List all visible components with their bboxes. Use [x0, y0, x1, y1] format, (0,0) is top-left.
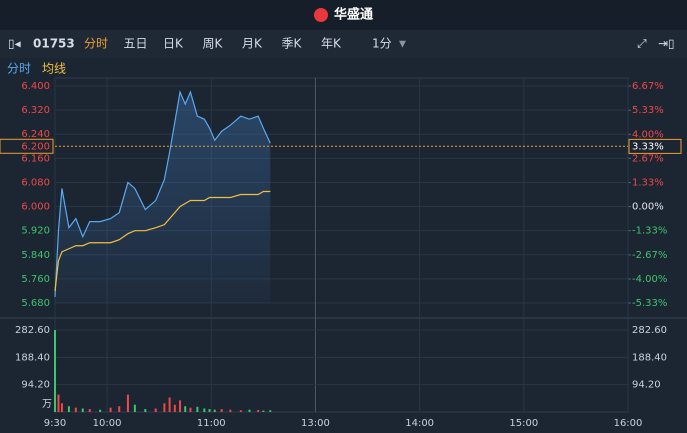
volume-bar — [203, 408, 206, 412]
volume-bar — [229, 409, 232, 412]
y-tick-label: 6.080 — [21, 177, 50, 188]
y-tick-label: 6.400 — [21, 81, 50, 92]
volume-tick-label: 94.20 — [632, 380, 661, 391]
volume-bar — [154, 408, 157, 412]
y2-tick-label: 5.33% — [632, 105, 664, 116]
last-pct-box — [628, 138, 682, 154]
volume-bar — [208, 409, 211, 412]
period-tab[interactable]: 日K — [163, 37, 184, 51]
fullscreen-icon[interactable]: ⤢ — [636, 37, 647, 51]
volume-bar — [57, 394, 60, 412]
volume-bar — [184, 406, 187, 412]
last-pct-label: 3.33% — [632, 141, 664, 152]
volume-bar — [239, 410, 242, 412]
volume-bar — [74, 407, 77, 412]
y2-tick-label: 0.00% — [632, 202, 664, 213]
volume-bar — [220, 409, 223, 412]
volume-bar — [248, 409, 251, 412]
volume-bar — [262, 410, 265, 412]
volume-bar — [196, 406, 199, 412]
volume-bar — [257, 409, 260, 412]
volume-tick-label: 282.60 — [632, 325, 667, 336]
period-tab[interactable]: 季K — [282, 37, 303, 51]
average-line — [54, 190, 271, 292]
volume-bar — [54, 330, 56, 412]
period-tab[interactable]: 分时 — [84, 37, 108, 51]
volume-unit: 万 — [42, 399, 52, 410]
dropdown-arrow[interactable]: ▼ — [399, 40, 406, 50]
y2-tick-label: 1.33% — [632, 178, 664, 189]
y-tick-label: 5.760 — [21, 274, 50, 285]
x-tick-label: 13:00 — [301, 418, 330, 429]
x-tick-label: 14:00 — [405, 418, 434, 429]
logo-text: 华盛通 — [334, 7, 373, 23]
y-tick-label: 5.840 — [21, 250, 50, 261]
y2-tick-label: -1.33% — [632, 226, 667, 237]
volume-bar — [88, 409, 91, 412]
last-price-box — [0, 138, 54, 154]
logo-icon — [314, 8, 328, 22]
y2-tick-label: 4.00% — [632, 129, 664, 140]
volume-bar — [67, 406, 70, 412]
volume-bar — [179, 400, 182, 412]
y-tick-label: 6.240 — [21, 129, 50, 140]
volume-bar — [189, 407, 192, 412]
x-tick-label: 10:00 — [93, 418, 122, 429]
last-price-label: 6.200 — [21, 141, 50, 152]
volume-tick-label: 282.60 — [15, 325, 50, 336]
y2-tick-label: -2.67% — [632, 250, 667, 261]
y-tick-label: 6.320 — [21, 105, 50, 116]
volume-bar — [163, 403, 166, 412]
legend-label: 均线 — [42, 62, 66, 76]
period-tab[interactable]: 周K — [203, 37, 224, 51]
y2-tick-label: -4.00% — [632, 274, 667, 285]
volume-tick-label: 188.40 — [15, 352, 50, 363]
volume-bar — [144, 409, 147, 412]
y-tick-label: 6.160 — [21, 153, 50, 164]
volume-bar — [109, 407, 112, 412]
volume-bar — [81, 408, 84, 412]
y-tick-label: 5.920 — [21, 226, 50, 237]
x-tick-label: 16:00 — [614, 418, 643, 429]
period-tab[interactable]: 月K — [242, 37, 263, 51]
volume-bar — [126, 394, 129, 412]
collapse-icon[interactable]: ▯◂ — [8, 37, 21, 51]
volume-bar — [168, 397, 171, 412]
y-tick-label: 5.680 — [21, 298, 50, 309]
volume-bar — [133, 404, 136, 412]
volume-bar — [173, 404, 176, 412]
y2-tick-label: 6.67% — [632, 81, 664, 92]
period-tab[interactable]: 年K — [321, 37, 342, 51]
price-line — [54, 89, 271, 298]
toolbar — [0, 30, 687, 58]
volume-bar — [118, 406, 121, 412]
price-area — [55, 92, 271, 304]
x-tick-label: 11:00 — [197, 418, 226, 429]
legend-label: 分时 — [7, 62, 31, 76]
volume-tick-label: 94.20 — [21, 380, 50, 391]
x-tick-label: 9:30 — [44, 418, 66, 429]
y2-tick-label: -5.33% — [632, 298, 667, 309]
volume-bar — [60, 403, 63, 412]
header-bar — [0, 0, 687, 30]
expand-icon[interactable]: ⇥▯ — [658, 37, 675, 51]
volume-tick-label: 188.40 — [632, 352, 667, 363]
x-tick-label: 15:00 — [509, 418, 538, 429]
y2-tick-label: 2.67% — [632, 153, 664, 164]
volume-bar — [213, 409, 216, 412]
interval-select[interactable]: 1分 — [372, 37, 392, 51]
stock-code: 01753 — [33, 37, 75, 51]
period-tab[interactable]: 五日 — [124, 37, 148, 51]
volume-bar — [269, 410, 272, 412]
y-tick-label: 6.000 — [21, 202, 50, 213]
volume-bar — [99, 409, 102, 412]
